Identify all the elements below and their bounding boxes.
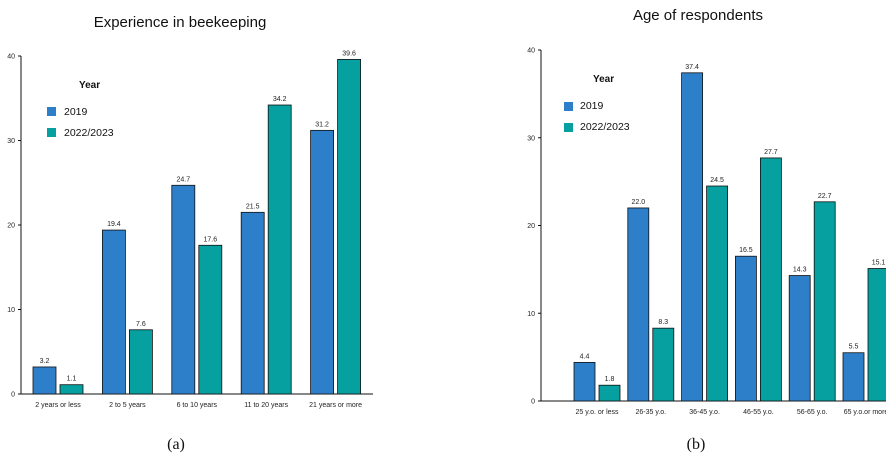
value-label: 5.5 bbox=[849, 344, 859, 351]
value-label: 8.3 bbox=[658, 319, 668, 326]
y-tick-label: 40 bbox=[7, 54, 15, 61]
bar-2022 bbox=[598, 384, 621, 402]
legend-label-2019: 2019 bbox=[580, 100, 604, 112]
chart-experience: Experience in beekeeping 0 10 20 30 40 3.2 1.… bbox=[7, 14, 373, 453]
legend-label-2022: 2022/2023 bbox=[580, 121, 630, 133]
value-label: 37.4 bbox=[685, 64, 699, 71]
legend-title: Year bbox=[593, 74, 614, 85]
chart-title: Age of respondents bbox=[633, 7, 763, 24]
caption: (a) bbox=[167, 436, 185, 453]
bar-2019 bbox=[32, 366, 57, 395]
bar-2022 bbox=[652, 327, 675, 402]
bars: 4.4 1.8 22.0 8.3 37.4 24.5 16.5 27.7 14.3 22.7 5.5… bbox=[573, 64, 886, 402]
y-tick-label: 0 bbox=[531, 399, 535, 406]
y-tick-label: 40 bbox=[527, 48, 535, 55]
legend-swatch-2019 bbox=[564, 102, 573, 111]
bar-2019 bbox=[735, 255, 757, 402]
legend: Year 2019 2022/2023 bbox=[47, 80, 114, 139]
category-label: 65 y.o.or more bbox=[844, 409, 886, 416]
value-label: 16.5 bbox=[739, 247, 753, 254]
y-tick-label: 20 bbox=[7, 223, 15, 230]
bar-2019 bbox=[310, 129, 335, 395]
category-label: 25 y.o. or less bbox=[575, 409, 619, 416]
value-label: 7.6 bbox=[136, 321, 146, 328]
category-label: 11 to 20 years bbox=[244, 402, 288, 409]
bars: 3.2 1.1 19.4 7.6 24.7 17.6 21.5 34.2 31.2 39.6 bbox=[32, 50, 362, 395]
caption: (b) bbox=[687, 436, 706, 453]
category-labels: 2 years or less 2 to 5 years 6 to 10 years… bbox=[35, 402, 362, 409]
value-label: 15.1 bbox=[872, 259, 886, 266]
y-ticks: 0 10 20 30 40 bbox=[527, 48, 541, 406]
y-tick-label: 30 bbox=[527, 135, 535, 142]
legend-label-2019: 2019 bbox=[64, 106, 88, 118]
y-tick-label: 30 bbox=[7, 138, 15, 145]
bar-2022 bbox=[760, 157, 782, 402]
legend-swatch-2019 bbox=[47, 107, 56, 116]
y-ticks: 0 10 20 30 40 bbox=[7, 54, 21, 399]
category-label: 6 to 10 years bbox=[177, 402, 218, 409]
bar-2019 bbox=[171, 184, 196, 395]
bar-2022 bbox=[706, 185, 728, 402]
value-label: 21.5 bbox=[246, 203, 260, 210]
value-label: 34.2 bbox=[273, 96, 287, 103]
value-label: 1.8 bbox=[605, 376, 615, 383]
category-label: 2 to 5 years bbox=[109, 402, 146, 409]
chart-age: Age of respondents 0 10 20 30 40 4.4 1.8 22.0 8… bbox=[527, 7, 886, 453]
chart-title: Experience in beekeeping bbox=[94, 14, 267, 31]
value-label: 31.2 bbox=[315, 121, 329, 128]
category-label: 21 years or more bbox=[309, 402, 362, 409]
bar-2019 bbox=[102, 229, 126, 395]
legend-title: Year bbox=[79, 80, 100, 91]
value-label: 4.4 bbox=[580, 353, 590, 360]
legend-swatch-2022 bbox=[47, 128, 56, 137]
bar-2019 bbox=[842, 352, 865, 402]
y-tick-label: 10 bbox=[7, 307, 15, 314]
value-label: 39.6 bbox=[342, 50, 356, 57]
value-label: 24.5 bbox=[710, 177, 724, 184]
legend: Year 2019 2022/2023 bbox=[564, 74, 630, 133]
bar-2022 bbox=[337, 58, 362, 395]
bar-2022 bbox=[59, 384, 84, 395]
legend-swatch-2022 bbox=[564, 123, 573, 132]
value-label: 27.7 bbox=[764, 149, 778, 156]
category-label: 36-45 y.o. bbox=[689, 409, 720, 416]
bar-2019 bbox=[573, 361, 596, 402]
value-label: 1.1 bbox=[67, 376, 77, 383]
category-labels: 25 y.o. or less 26-35 y.o. 36-45 y.o. 46-55… bbox=[575, 409, 886, 416]
bar-2019 bbox=[627, 207, 650, 402]
value-label: 22.0 bbox=[631, 199, 645, 206]
bar-2022 bbox=[128, 329, 153, 395]
y-tick-label: 0 bbox=[11, 392, 15, 399]
bar-2022 bbox=[813, 201, 836, 402]
bar-2022 bbox=[198, 244, 223, 395]
value-label: 17.6 bbox=[203, 236, 217, 243]
value-label: 14.3 bbox=[793, 267, 807, 274]
value-label: 24.7 bbox=[176, 176, 190, 183]
value-label: 3.2 bbox=[40, 358, 50, 365]
category-label: 46-55 y.o. bbox=[743, 409, 774, 416]
value-label: 19.4 bbox=[107, 221, 121, 228]
bar-2022 bbox=[867, 268, 886, 402]
bar-2019 bbox=[240, 211, 265, 395]
bar-2019 bbox=[681, 72, 703, 402]
category-label: 56-65 y.o. bbox=[797, 409, 828, 416]
value-label: 22.7 bbox=[818, 193, 832, 200]
category-label: 2 years or less bbox=[35, 402, 81, 409]
y-tick-label: 20 bbox=[527, 223, 535, 230]
bar-2019 bbox=[788, 275, 811, 402]
y-tick-label: 10 bbox=[527, 311, 535, 318]
legend-label-2022: 2022/2023 bbox=[64, 127, 114, 139]
bar-2022 bbox=[267, 104, 292, 395]
category-label: 26-35 y.o. bbox=[635, 409, 666, 416]
